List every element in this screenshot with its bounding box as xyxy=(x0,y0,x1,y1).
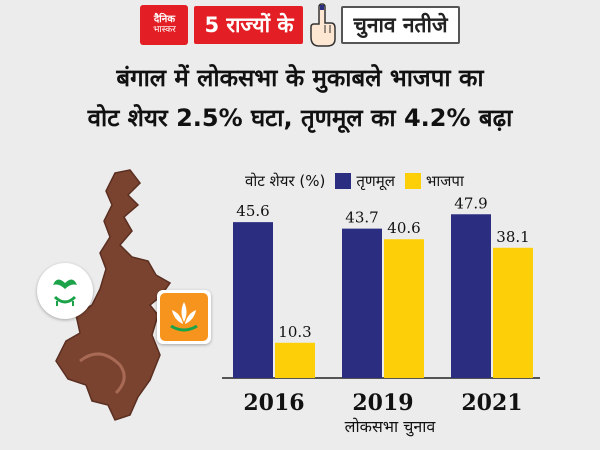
data-label-2019-series-1: 40.6 xyxy=(387,219,420,237)
logo-line-2: भास्कर xyxy=(153,25,176,35)
data-label-2021-series-1: 38.1 xyxy=(496,228,529,246)
bar-2019-series-1 xyxy=(384,239,424,378)
bar-2021-series-0 xyxy=(451,214,491,378)
logo-line-1: दैनिक xyxy=(153,14,176,25)
west-bengal-map xyxy=(55,169,172,421)
legend-swatch-bjp xyxy=(404,173,421,189)
header-banner: दैनिक भास्कर 5 राज्यों के चुनाव नतीजे xyxy=(0,0,600,50)
bar-2021-series-1 xyxy=(493,247,533,378)
x-tick-label-2019: 2019 xyxy=(352,390,413,416)
tmc-party-symbol-icon xyxy=(37,263,93,319)
voting-finger-icon xyxy=(310,3,337,47)
title-line-2: वोट शेयर 2.5% घटा, तृणमूल का 4.2% बढ़ा xyxy=(87,104,513,132)
data-label-2016-series-1: 10.3 xyxy=(278,323,311,341)
header-left-label: 5 राज्यों के xyxy=(194,6,304,44)
legend-label-tmc: तृणमूल xyxy=(356,172,395,190)
x-axis-title: लोकसभा चुनाव xyxy=(344,417,436,436)
header-right-label: चुनाव नतीजे xyxy=(341,6,460,44)
x-tick-label-2016: 2016 xyxy=(243,390,304,416)
bar-2019-series-0 xyxy=(342,228,382,378)
chart-legend: वोट शेयर (%) तृणमूल भाजपा xyxy=(245,170,464,192)
bar-2016-series-1 xyxy=(275,342,315,378)
data-label-2019-series-0: 43.7 xyxy=(345,209,378,227)
legend-label-bjp: भाजपा xyxy=(425,172,464,190)
bjp-party-symbol-icon xyxy=(157,290,211,344)
data-label-2016-series-0: 45.6 xyxy=(236,202,269,220)
x-tick-label-2021: 2021 xyxy=(461,390,522,416)
bar-2016-series-0 xyxy=(233,222,273,378)
chart-title: बंगाल में लोकसभा के मुकाबले भाजपा का वोट… xyxy=(20,58,580,138)
title-line-1: बंगाल में लोकसभा के मुकाबले भाजपा का xyxy=(116,64,484,92)
data-label-2021-series-0: 47.9 xyxy=(454,194,487,212)
legend-swatch-tmc xyxy=(335,173,352,189)
legend-title: वोट शेयर (%) xyxy=(245,172,326,190)
dainik-bhaskar-logo: दैनिक भास्कर xyxy=(140,5,189,45)
